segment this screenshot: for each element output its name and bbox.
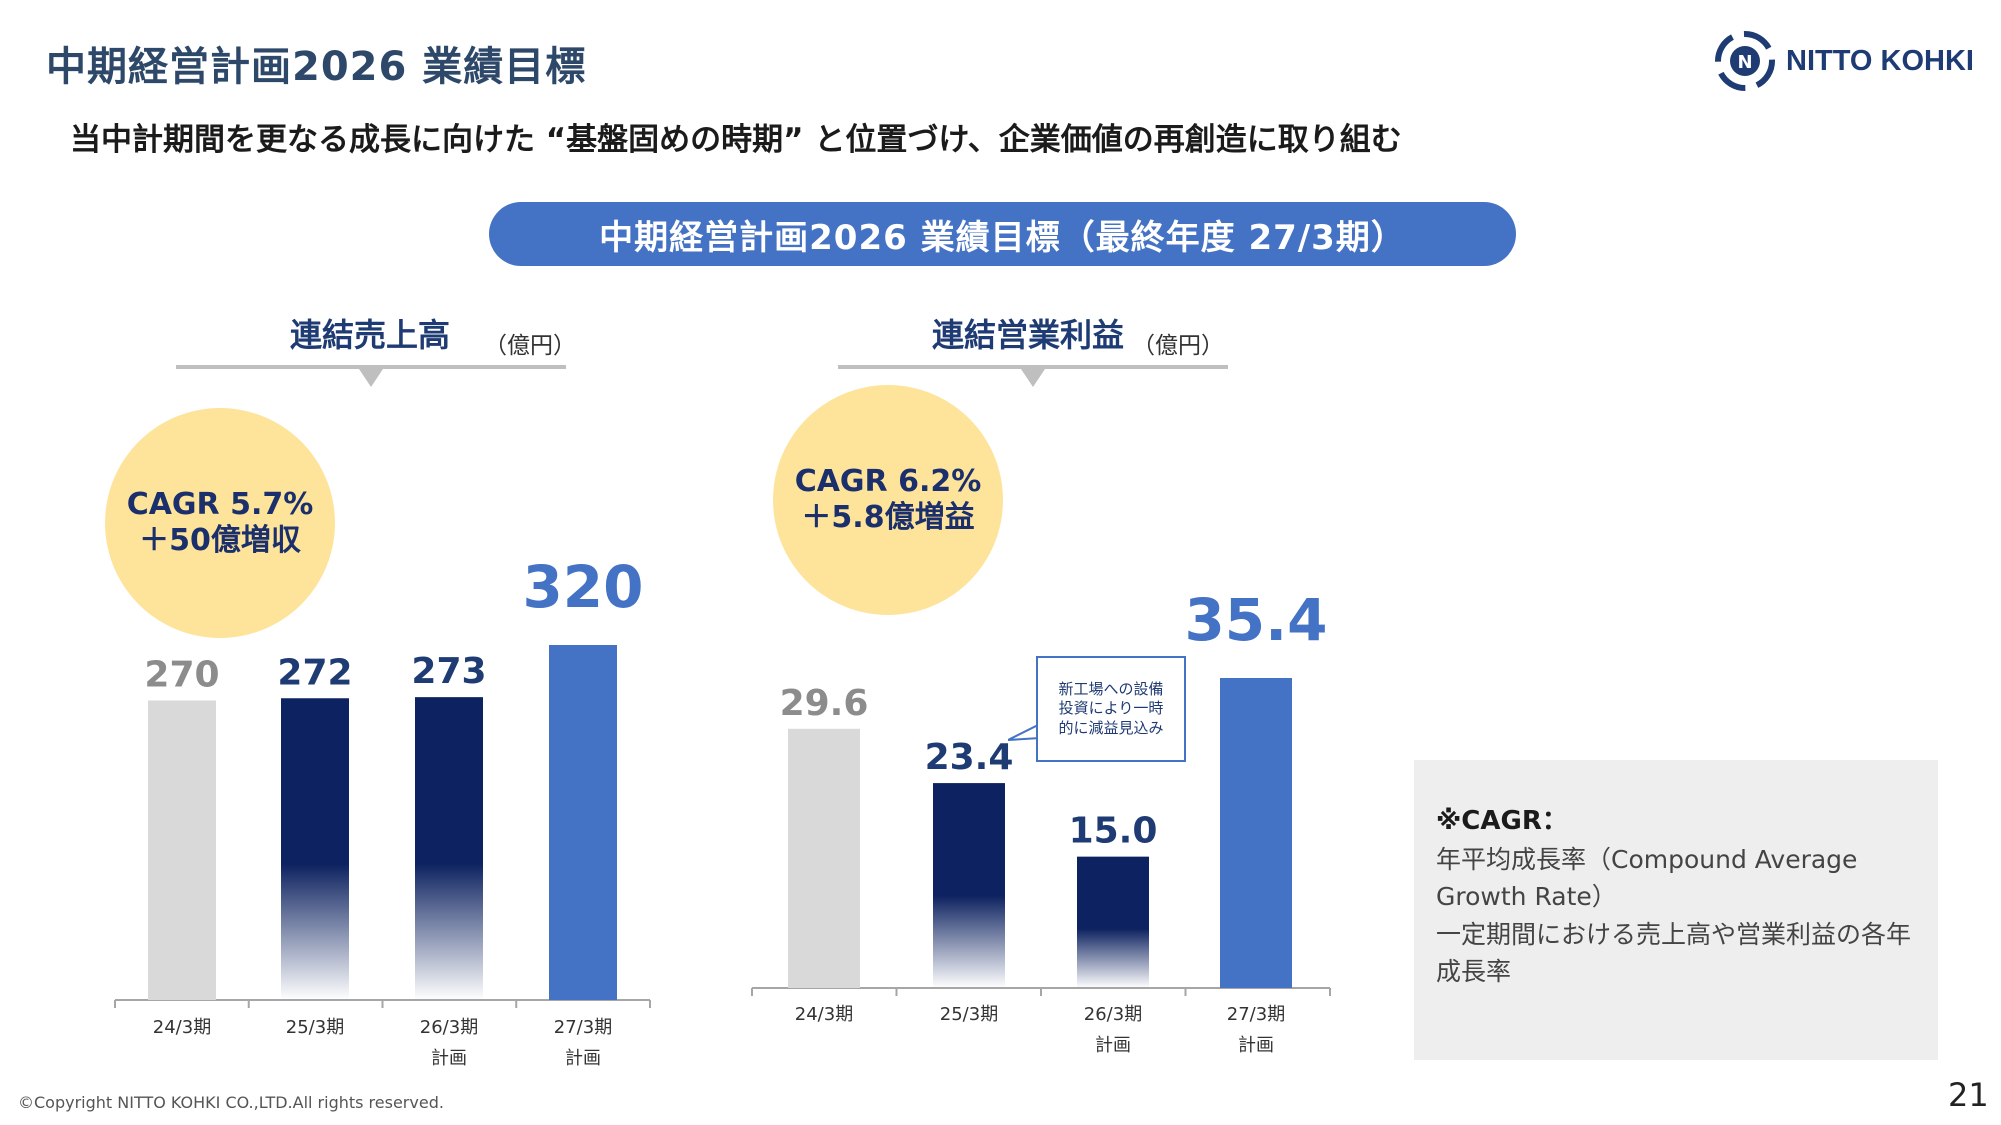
- profit-cagr-increase: ＋5.8億増益: [801, 500, 975, 535]
- data-label: 23.4: [925, 737, 1014, 778]
- company-logo: N NITTO KOHKI: [1714, 30, 1974, 92]
- bar: [1220, 678, 1292, 988]
- sales-cagr-increase: ＋50億増収: [139, 523, 301, 558]
- profit-chart-title: 連結営業利益: [932, 316, 1125, 354]
- sales-cagr-rate: CAGR 5.7%: [126, 487, 314, 522]
- profit-annotation-text: 新工場への設備 投資により一時 的に減益見込み: [1058, 679, 1164, 737]
- data-label: 272: [277, 652, 352, 693]
- data-label: 15.0: [1069, 811, 1158, 852]
- category-label: 計画: [1238, 1035, 1274, 1056]
- cagr-note-line-2: Growth Rate）: [1436, 882, 1617, 911]
- page-subtitle: 当中計期間を更なる成長に向けた “基盤固めの時期” と位置づけ、企業価値の再創造…: [70, 122, 1402, 158]
- data-label: 273: [411, 651, 486, 692]
- profit-cagr-circle: CAGR 6.2% ＋5.8億増益: [773, 385, 1003, 615]
- page-number: 21: [1948, 1076, 1989, 1114]
- profit-chart-divider: [838, 365, 1228, 369]
- category-label: 27/3期: [554, 1017, 612, 1038]
- bar: [415, 697, 483, 1000]
- category-label: 計画: [431, 1048, 467, 1069]
- logo-text: NITTO KOHKI: [1786, 44, 1974, 77]
- profit-cagr-rate: CAGR 6.2%: [794, 464, 982, 499]
- data-label: 35.4: [1184, 586, 1327, 654]
- cagr-note-line-1: 年平均成長率（Compound Average: [1436, 845, 1858, 874]
- category-label: 24/3期: [795, 1004, 853, 1025]
- sales-chart-unit: （億円）: [484, 333, 576, 359]
- category-label: 25/3期: [286, 1017, 344, 1038]
- category-label: 計画: [1095, 1035, 1131, 1056]
- copyright-footer: ©Copyright NITTO KOHKI CO.,LTD.All right…: [18, 1093, 444, 1112]
- cagr-note-title: ※CAGR：: [1436, 806, 1568, 836]
- category-label: 26/3期: [1084, 1004, 1142, 1025]
- svg-text:N: N: [1737, 52, 1752, 73]
- bar: [281, 698, 349, 1000]
- bar: [933, 783, 1005, 988]
- data-label: 29.6: [780, 683, 869, 724]
- data-label: 320: [522, 553, 643, 621]
- sales-chart-divider: [176, 365, 566, 369]
- category-label: 24/3期: [153, 1017, 211, 1038]
- bar: [788, 728, 860, 988]
- category-label: 27/3期: [1227, 1004, 1285, 1025]
- category-label: 計画: [565, 1048, 601, 1069]
- cagr-note-line-4: 成長率: [1436, 957, 1512, 986]
- bar: [1077, 856, 1149, 988]
- category-label: 25/3期: [940, 1004, 998, 1025]
- bar: [549, 645, 617, 1000]
- data-label: 270: [144, 654, 219, 695]
- bar: [148, 700, 216, 1000]
- page-title: 中期経営計画2026 業績目標: [46, 44, 587, 90]
- cagr-note-line-3: 一定期間における売上高や営業利益の各年: [1436, 920, 1912, 949]
- cagr-note-box: [1414, 760, 1938, 1060]
- section-banner: 中期経営計画2026 業績目標（最終年度 27/3期）: [489, 202, 1516, 266]
- profit-annotation-callout: 新工場への設備 投資により一時 的に減益見込み: [1036, 656, 1186, 762]
- sales-cagr-circle: CAGR 5.7% ＋50億増収: [105, 408, 335, 638]
- profit-chart-unit: （億円）: [1132, 333, 1224, 359]
- sales-chart-pointer: [359, 369, 383, 387]
- sales-chart-title: 連結売上高: [290, 316, 451, 354]
- profit-chart-pointer: [1021, 369, 1045, 387]
- category-label: 26/3期: [420, 1017, 478, 1038]
- logo-mark-icon: N: [1715, 31, 1775, 91]
